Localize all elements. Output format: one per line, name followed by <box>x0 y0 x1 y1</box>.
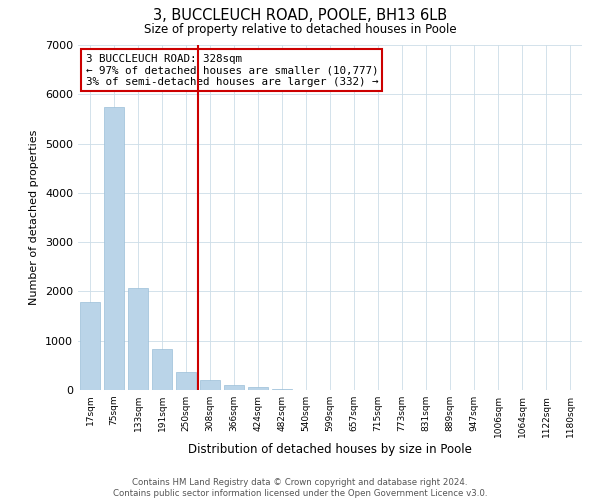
Bar <box>224 384 244 390</box>
Y-axis label: Number of detached properties: Number of detached properties <box>29 130 40 305</box>
Text: Size of property relative to detached houses in Poole: Size of property relative to detached ho… <box>143 22 457 36</box>
Bar <box>152 348 172 390</box>
Bar <box>272 388 292 390</box>
Text: 3 BUCCLEUCH ROAD: 328sqm
← 97% of detached houses are smaller (10,777)
3% of sem: 3 BUCCLEUCH ROAD: 328sqm ← 97% of detach… <box>86 54 378 87</box>
Bar <box>248 387 268 390</box>
X-axis label: Distribution of detached houses by size in Poole: Distribution of detached houses by size … <box>188 442 472 456</box>
Bar <box>80 302 100 390</box>
Bar <box>104 106 124 390</box>
Text: Contains HM Land Registry data © Crown copyright and database right 2024.
Contai: Contains HM Land Registry data © Crown c… <box>113 478 487 498</box>
Text: 3, BUCCLEUCH ROAD, POOLE, BH13 6LB: 3, BUCCLEUCH ROAD, POOLE, BH13 6LB <box>153 8 447 22</box>
Bar <box>200 380 220 390</box>
Bar <box>176 372 196 390</box>
Bar <box>128 288 148 390</box>
